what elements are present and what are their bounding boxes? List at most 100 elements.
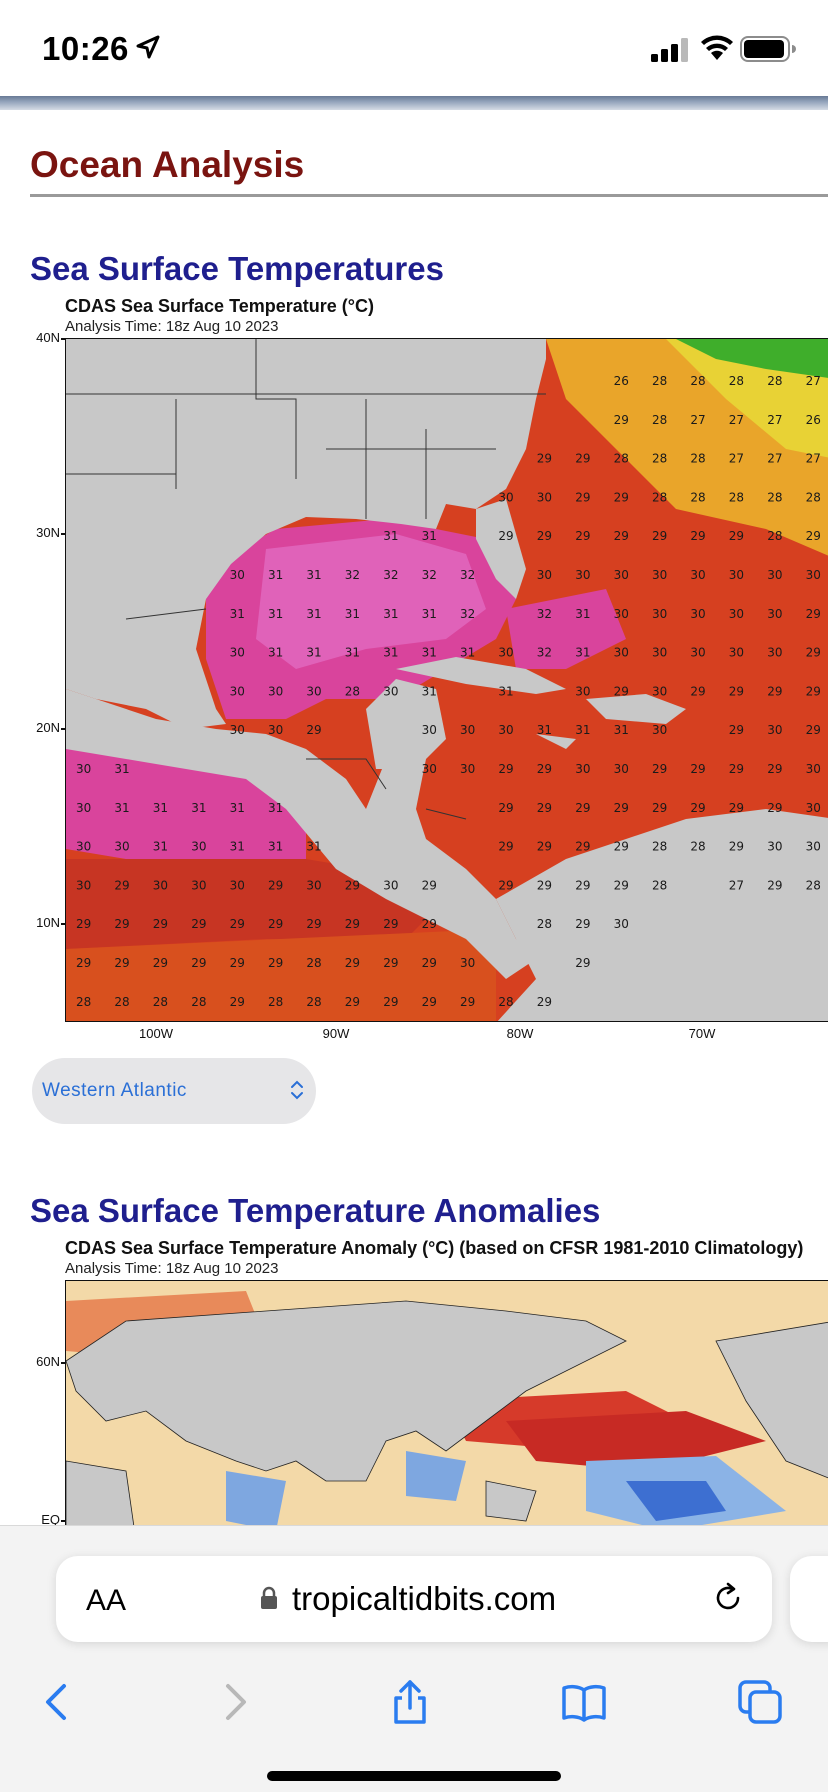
sst-grid-value: 31 <box>153 801 168 815</box>
sst-grid-value: 30 <box>614 762 629 776</box>
sst-grid-value: 31 <box>306 646 321 660</box>
sst-grid-value: 29 <box>690 529 705 543</box>
sst-x-label: 90W <box>322 1026 350 1041</box>
sst-grid-value: 30 <box>422 723 437 737</box>
ssta-y-label: EQ <box>20 1512 66 1527</box>
sst-grid-value: 29 <box>153 917 168 931</box>
sst-grid-value: 29 <box>230 956 245 970</box>
sst-grid-value: 31 <box>230 607 245 621</box>
sst-grid-value: 29 <box>729 840 744 854</box>
lock-icon <box>261 1586 277 1609</box>
sst-grid-value: 28 <box>191 995 206 1009</box>
sst-grid-value: 29 <box>767 801 782 815</box>
sst-grid-value: 30 <box>767 723 782 737</box>
sst-grid-value: 30 <box>76 762 91 776</box>
sst-grid-value: 29 <box>422 956 437 970</box>
sst-grid-value: 28 <box>690 840 705 854</box>
sst-grid-value: 29 <box>345 995 360 1009</box>
sst-grid-value: 29 <box>537 995 552 1009</box>
sst-grid-value: 29 <box>422 878 437 892</box>
sst-grid-value: 30 <box>498 490 513 504</box>
sst-grid-value: 30 <box>767 840 782 854</box>
sst-grid-value: 31 <box>575 607 590 621</box>
sst-grid-value: 29 <box>153 956 168 970</box>
sst-grid-value: 29 <box>729 762 744 776</box>
ssta-figure: CDAS Sea Surface Temperature Anomaly (°C… <box>0 1238 828 1540</box>
sst-grid-value: 28 <box>114 995 129 1009</box>
sst-y-label: 10N <box>20 915 66 930</box>
sst-grid-value: 31 <box>114 762 129 776</box>
sst-grid-value: 27 <box>729 452 744 466</box>
sst-grid-value: 31 <box>268 646 283 660</box>
sst-grid-value: 28 <box>729 374 744 388</box>
sst-grid-value: 30 <box>230 878 245 892</box>
sst-grid-value: 30 <box>306 684 321 698</box>
sst-grid-value: 29 <box>191 917 206 931</box>
sst-grid-value: 31 <box>460 646 475 660</box>
sst-grid-value: 31 <box>345 607 360 621</box>
next-tab-preview[interactable] <box>790 1556 828 1642</box>
sst-grid-value: 30 <box>614 568 629 582</box>
sst-grid-value: 28 <box>345 684 360 698</box>
sst-grid-value: 29 <box>729 723 744 737</box>
battery-icon <box>740 36 796 62</box>
sst-grid-value: 29 <box>652 801 667 815</box>
ssta-analysis-time: Analysis Time: 18z Aug 10 2023 <box>65 1260 279 1277</box>
sst-grid-value: 29 <box>614 529 629 543</box>
sst-grid-value: 30 <box>614 607 629 621</box>
sst-y-label: 40N <box>20 330 66 345</box>
sst-grid-value: 32 <box>460 568 475 582</box>
sst-grid-value: 29 <box>537 801 552 815</box>
sst-grid-value: 27 <box>690 413 705 427</box>
sst-grid-value: 28 <box>767 490 782 504</box>
sst-grid-value: 30 <box>460 956 475 970</box>
sst-grid-value: 29 <box>806 529 821 543</box>
sst-grid-value: 31 <box>306 607 321 621</box>
region-select[interactable]: Western Atlantic <box>32 1058 316 1124</box>
sst-grid-value: 31 <box>268 568 283 582</box>
sst-grid-value: 29 <box>767 878 782 892</box>
sst-grid-value: 31 <box>345 646 360 660</box>
sst-grid-value: 30 <box>690 646 705 660</box>
sst-grid-value: 29 <box>383 995 398 1009</box>
sst-grid-value: 30 <box>230 568 245 582</box>
sst-grid-value: 31 <box>153 840 168 854</box>
sst-grid-value: 30 <box>652 646 667 660</box>
sst-grid-value: 30 <box>537 490 552 504</box>
sst-grid-value: 29 <box>614 684 629 698</box>
sst-grid-value: 30 <box>230 723 245 737</box>
sst-grid-value: 29 <box>575 490 590 504</box>
sst-grid-value: 30 <box>383 684 398 698</box>
wifi-icon <box>701 35 733 60</box>
sst-grid-value: 31 <box>383 529 398 543</box>
sst-grid-value: 29 <box>806 607 821 621</box>
tabs-icon[interactable] <box>736 1678 784 1726</box>
forward-chevron-icon[interactable] <box>210 1678 258 1726</box>
sst-grid-value: 29 <box>614 840 629 854</box>
sst-grid-value: 32 <box>537 607 552 621</box>
sst-grid-value: 31 <box>422 646 437 660</box>
sst-grid-value: 29 <box>729 684 744 698</box>
sst-grid-value: 28 <box>652 840 667 854</box>
book-icon[interactable] <box>560 1678 608 1726</box>
sst-grid-value: 30 <box>268 723 283 737</box>
sst-grid-value: 29 <box>268 878 283 892</box>
sst-grid-value: 30 <box>114 840 129 854</box>
sst-grid-value: 28 <box>153 995 168 1009</box>
sst-grid-value: 29 <box>383 956 398 970</box>
url-text[interactable]: tropicaltidbits.com <box>292 1580 557 1617</box>
sst-grid-value: 28 <box>767 529 782 543</box>
address-bar[interactable]: AA tropicaltidbits.com <box>56 1556 772 1642</box>
sst-grid-value: 30 <box>806 568 821 582</box>
sst-grid-value: 30 <box>306 878 321 892</box>
sst-grid-value: 30 <box>690 607 705 621</box>
title-divider <box>30 194 828 197</box>
reload-icon[interactable] <box>710 1580 746 1616</box>
sst-grid-value: 29 <box>729 529 744 543</box>
sst-grid-value: 31 <box>537 723 552 737</box>
share-icon[interactable] <box>386 1678 434 1726</box>
text-size-button[interactable]: AA <box>86 1584 127 1617</box>
sst-grid-value: 29 <box>652 762 667 776</box>
sst-grid-value: 29 <box>191 956 206 970</box>
back-chevron-icon[interactable] <box>34 1678 82 1726</box>
